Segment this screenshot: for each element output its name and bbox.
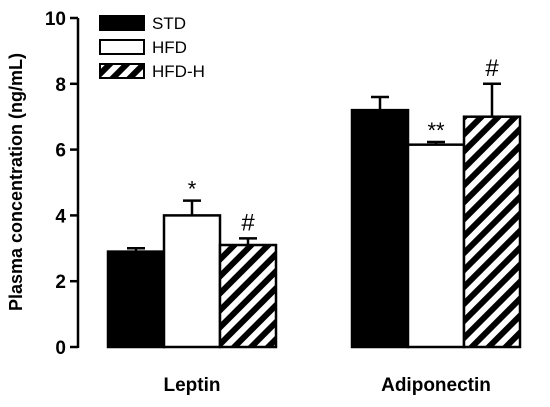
significance-marker: * (188, 177, 197, 202)
significance-marker: ** (427, 118, 445, 143)
y-tick-label: 2 (55, 272, 66, 293)
y-tick-label: 10 (45, 9, 66, 30)
bars-group: * # ** # (106, 55, 522, 349)
legend: STD HFD HFD-H (99, 14, 205, 81)
bar-hfd-h-leptin (218, 243, 278, 349)
y-axis-label: Plasma concentration (ng/mL) (6, 53, 26, 311)
y-tick-label: 4 (55, 206, 66, 227)
bar-std-leptin (106, 250, 166, 349)
legend-label-hfd: HFD (152, 38, 187, 57)
y-tick-label: 0 (55, 338, 66, 359)
category-label-adiponectin: Adiponectin (381, 375, 491, 396)
category-label-leptin: Leptin (164, 375, 221, 396)
y-tick-label: 8 (55, 75, 66, 96)
legend-swatch-std (99, 15, 145, 31)
bar-hfd-h-adiponectin (462, 115, 522, 349)
y-tick-label: 6 (55, 141, 66, 162)
legend-label-std: STD (152, 14, 186, 33)
bar-hfd-leptin (162, 214, 222, 349)
x-axis: Leptin Adiponectin (164, 375, 491, 396)
significance-marker: # (485, 55, 499, 82)
legend-swatch-hfd (99, 39, 145, 55)
y-axis: 0 2 4 6 8 10 (45, 9, 80, 359)
legend-label-hfd-h: HFD-H (152, 62, 205, 81)
bar-hfd-adiponectin (406, 143, 466, 349)
legend-swatch-hfd-h (99, 63, 145, 79)
significance-marker: # (241, 209, 255, 236)
bar-std-adiponectin (350, 108, 410, 349)
